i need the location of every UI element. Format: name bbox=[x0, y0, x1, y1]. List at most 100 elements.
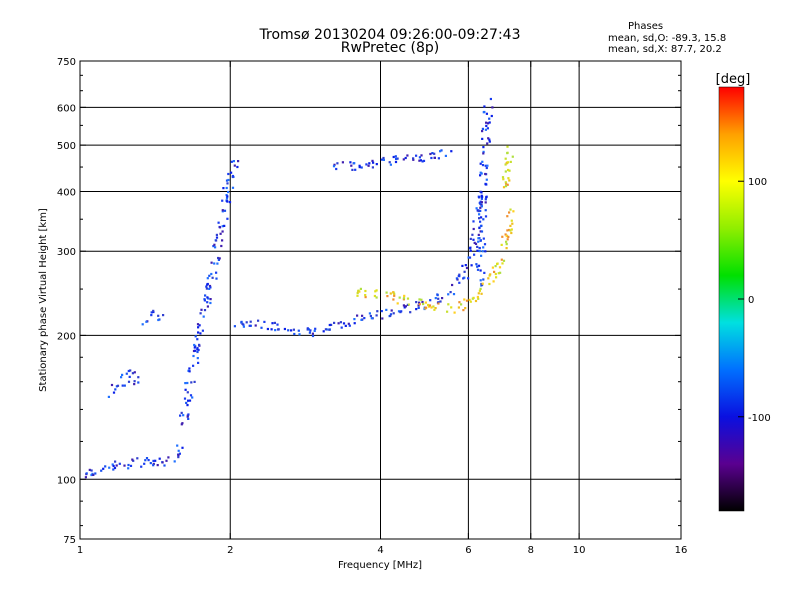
data-point bbox=[306, 328, 309, 331]
data-point bbox=[176, 444, 179, 447]
data-point bbox=[430, 306, 433, 309]
data-point bbox=[478, 250, 481, 253]
data-point bbox=[360, 166, 363, 169]
data-point bbox=[458, 281, 461, 284]
x-tick-label: 6 bbox=[465, 545, 471, 556]
data-point bbox=[198, 343, 201, 346]
data-point bbox=[468, 256, 472, 259]
data-point bbox=[380, 310, 383, 313]
data-point bbox=[480, 205, 483, 208]
data-point bbox=[509, 224, 512, 227]
data-point bbox=[197, 326, 200, 329]
data-point bbox=[121, 384, 124, 387]
data-point bbox=[506, 215, 509, 218]
data-point bbox=[232, 160, 235, 163]
data-point bbox=[512, 210, 515, 213]
data-point bbox=[470, 264, 473, 267]
data-point bbox=[433, 308, 436, 311]
data-point bbox=[367, 164, 370, 167]
data-point bbox=[396, 302, 399, 305]
data-point bbox=[112, 468, 115, 471]
data-point bbox=[218, 226, 222, 229]
data-point bbox=[389, 313, 393, 316]
data-point bbox=[477, 233, 480, 236]
data-point bbox=[382, 158, 385, 161]
data-point bbox=[364, 296, 367, 299]
data-point bbox=[479, 200, 482, 203]
data-point bbox=[226, 200, 229, 203]
data-point bbox=[475, 207, 478, 210]
data-point bbox=[425, 306, 428, 309]
data-point bbox=[404, 305, 407, 308]
data-point bbox=[487, 137, 490, 140]
data-point bbox=[467, 277, 470, 280]
data-point bbox=[322, 330, 325, 333]
data-point bbox=[392, 312, 395, 315]
data-point bbox=[328, 323, 331, 327]
data-point bbox=[499, 271, 502, 274]
y-tick-label: 500 bbox=[57, 141, 76, 152]
data-point bbox=[487, 277, 490, 280]
data-point bbox=[433, 156, 436, 159]
data-point bbox=[137, 381, 140, 384]
data-point bbox=[214, 246, 217, 249]
data-point bbox=[506, 238, 509, 241]
data-point bbox=[504, 233, 507, 236]
data-point bbox=[206, 277, 209, 280]
data-point bbox=[350, 164, 353, 167]
data-point bbox=[211, 276, 214, 279]
data-point bbox=[481, 127, 484, 130]
data-point bbox=[133, 371, 136, 374]
data-point bbox=[241, 322, 244, 325]
colorbar-ticks: -100 0 100 bbox=[738, 177, 771, 424]
data-point bbox=[472, 238, 475, 241]
data-point bbox=[402, 158, 405, 161]
data-point bbox=[393, 292, 396, 295]
data-point bbox=[363, 317, 366, 320]
data-point bbox=[157, 314, 160, 317]
data-point bbox=[209, 286, 212, 289]
data-point bbox=[498, 266, 502, 269]
data-point bbox=[430, 156, 433, 160]
data-point bbox=[361, 314, 364, 317]
data-point bbox=[185, 401, 188, 404]
data-point bbox=[348, 324, 351, 327]
data-point bbox=[227, 172, 230, 176]
data-point bbox=[193, 380, 196, 383]
data-point bbox=[464, 307, 467, 310]
data-point bbox=[433, 152, 436, 155]
data-point bbox=[449, 291, 452, 294]
data-point bbox=[478, 226, 481, 229]
data-point bbox=[471, 233, 474, 236]
data-point bbox=[489, 97, 492, 101]
data-point bbox=[141, 323, 144, 326]
data-point bbox=[481, 250, 484, 253]
data-point bbox=[215, 236, 219, 239]
data-point bbox=[196, 323, 200, 326]
data-point bbox=[132, 459, 135, 462]
data-point bbox=[374, 290, 377, 293]
data-point bbox=[353, 322, 356, 325]
data-point bbox=[510, 228, 513, 231]
data-point bbox=[203, 309, 207, 312]
data-point bbox=[205, 287, 208, 290]
data-point bbox=[123, 384, 126, 387]
data-point bbox=[344, 324, 347, 327]
data-point bbox=[484, 250, 487, 253]
data-point bbox=[92, 473, 95, 476]
data-point bbox=[127, 380, 131, 383]
data-point bbox=[506, 145, 509, 148]
data-point bbox=[482, 246, 485, 249]
data-point bbox=[400, 310, 403, 313]
data-point bbox=[484, 209, 487, 212]
data-point bbox=[277, 328, 280, 331]
data-point bbox=[507, 168, 510, 172]
data-point bbox=[458, 273, 461, 276]
data-point bbox=[136, 457, 139, 460]
data-point bbox=[472, 220, 475, 223]
data-point bbox=[226, 182, 229, 185]
data-point bbox=[217, 221, 220, 224]
data-point bbox=[152, 459, 155, 462]
data-point bbox=[488, 140, 491, 143]
data-point bbox=[477, 240, 480, 243]
